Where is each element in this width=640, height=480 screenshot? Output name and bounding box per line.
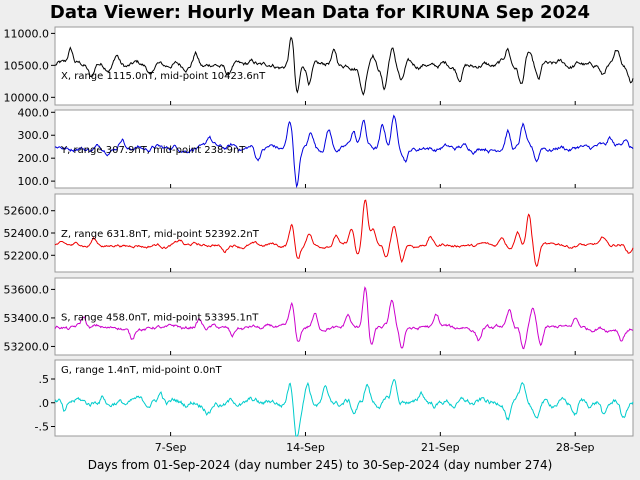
x-tick-label: 21-Sep	[421, 441, 460, 454]
y-tick-label: 10500.0	[4, 59, 50, 72]
y-tick-label: -.5	[35, 421, 49, 434]
series-line-g	[54, 379, 634, 437]
panel-frame	[54, 193, 634, 273]
panel-g: .5 .0 -.5 G, range 1.4nT, mid-point 0.0nT	[35, 359, 634, 437]
y-tick-label: 300.0	[18, 129, 50, 142]
series-annotation: Y, range 307.9nT, mid-point 238.9nT	[60, 145, 246, 156]
y-tick-label: 10000.0	[4, 91, 50, 104]
x-tick-label: 14-Sep	[286, 441, 325, 454]
panel-frame	[54, 359, 634, 437]
series-annotation: G, range 1.4nT, mid-point 0.0nT	[61, 365, 222, 376]
series-line-z	[54, 199, 634, 268]
y-tick-label: 100.0	[18, 175, 50, 188]
series-annotation: S, range 458.0nT, mid-point 53395.1nT	[61, 313, 259, 324]
chart-title: Data Viewer: Hourly Mean Data for KIRUNA…	[49, 2, 591, 23]
y-tick-label: 400.0	[18, 106, 50, 119]
series-annotation: Z, range 631.8nT, mid-point 52392.2nT	[61, 229, 260, 240]
y-tick-label: .0	[39, 397, 50, 410]
x-tick-label: 28-Sep	[556, 441, 595, 454]
y-tick-label: 52200.0	[4, 249, 50, 262]
y-tick-label: .5	[39, 373, 50, 386]
x-tick-label: 7-Sep	[155, 441, 187, 454]
y-tick-label: 53600.0	[4, 283, 50, 296]
series-line-x	[54, 36, 634, 96]
y-tick-label: 200.0	[18, 152, 50, 165]
y-tick-label: 52400.0	[4, 227, 50, 240]
y-tick-label: 53200.0	[4, 340, 50, 353]
panel-s: 53600.0 53400.0 53200.0 S, range 458.0nT, m…	[4, 277, 634, 356]
panel-x: 11000.0 10500.0 10000.0 X, range 1115.0nT, …	[4, 26, 634, 106]
y-tick-label: 11000.0	[4, 27, 50, 40]
series-line-y	[54, 114, 634, 189]
y-tick-label: 52600.0	[4, 205, 50, 218]
panel-frame	[54, 109, 634, 189]
panel-frame	[54, 26, 634, 106]
series-line-s	[54, 286, 634, 350]
panel-z: 52600.0 52400.0 52200.0 Z, range 631.8nT, m…	[4, 193, 634, 273]
x-axis-label: Days from 01-Sep-2024 (day number 245) t…	[87, 458, 553, 472]
panel-y: 400.0 300.0 200.0 100.0 Y, range 307.9nT, mi…	[18, 106, 634, 189]
y-tick-label: 53400.0	[4, 312, 50, 325]
series-annotation: X, range 1115.0nT, mid-point 10423.6nT	[61, 71, 266, 82]
panel-frame	[54, 277, 634, 356]
